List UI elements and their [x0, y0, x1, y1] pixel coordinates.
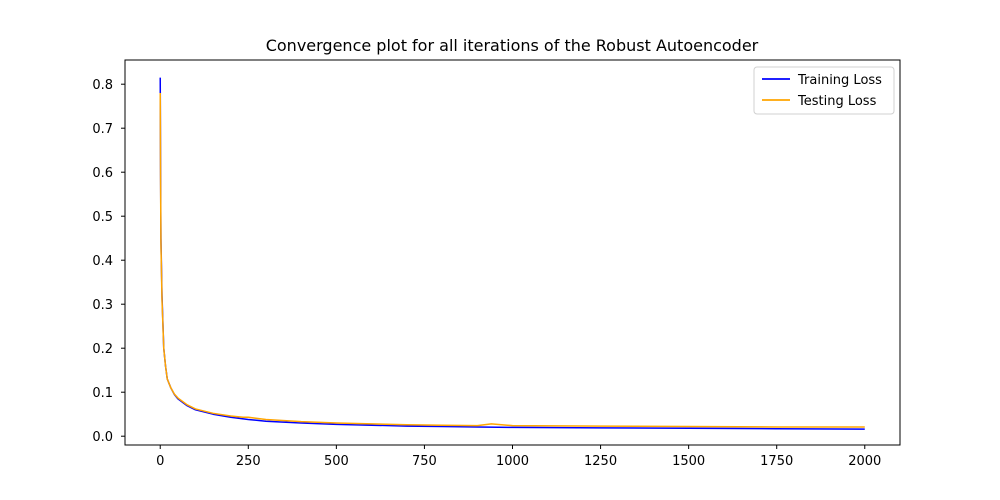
x-axis: 0 250 500 750 1000 1250 1500 1750 2000	[156, 445, 881, 469]
y-tick-label: 0.4	[92, 254, 113, 269]
y-tick-label: 0.1	[92, 386, 113, 401]
x-tick-label: 250	[236, 454, 261, 469]
y-tick-label: 0.3	[92, 298, 113, 313]
legend: Training Loss Testing Loss	[753, 66, 895, 115]
series-line-training-loss	[159, 77, 865, 430]
x-tick-label: 1000	[496, 454, 529, 469]
plot-area	[159, 77, 865, 430]
chart-title: Convergence plot for all iterations of t…	[266, 36, 759, 55]
y-axis: 0.0 0.1 0.2 0.3 0.4 0.5 0.6 0.7 0.8	[92, 78, 125, 445]
y-tick-label: 0.8	[92, 78, 113, 93]
legend-label: Training Loss	[797, 73, 882, 88]
x-tick-label: 1250	[584, 454, 617, 469]
x-tick-label: 1750	[760, 454, 793, 469]
plot-frame	[124, 59, 901, 446]
y-tick-label: 0.5	[92, 210, 113, 225]
x-tick-label: 500	[324, 454, 349, 469]
x-tick-label: 2000	[848, 454, 881, 469]
x-tick-label: 750	[412, 454, 437, 469]
y-tick-label: 0.2	[92, 342, 113, 357]
y-tick-label: 0.6	[92, 166, 113, 181]
x-tick-label: 0	[156, 454, 164, 469]
series-line-testing-loss	[159, 92, 865, 428]
y-tick-label: 0.0	[92, 430, 113, 445]
legend-label: Testing Loss	[797, 94, 877, 109]
y-tick-label: 0.7	[92, 122, 113, 137]
x-tick-label: 1500	[672, 454, 705, 469]
